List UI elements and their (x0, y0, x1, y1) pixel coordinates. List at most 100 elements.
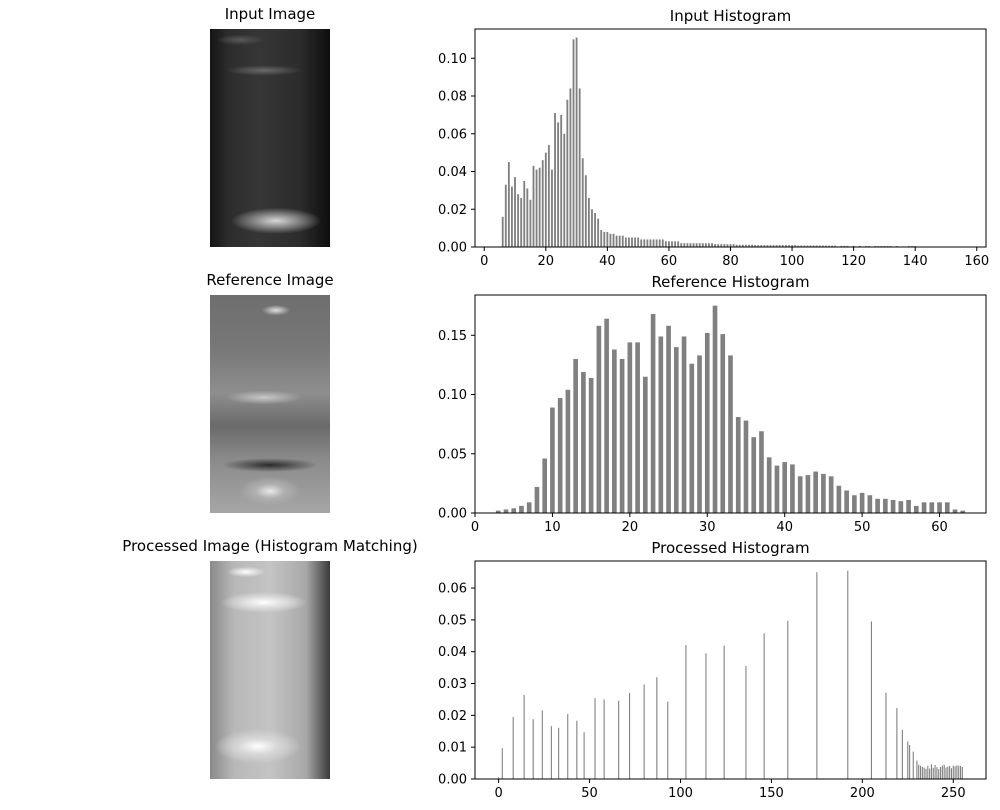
bar (803, 245, 806, 247)
bar (523, 180, 526, 247)
reference-image (210, 295, 330, 513)
bar (629, 693, 631, 779)
bar (723, 244, 726, 247)
bar (937, 502, 942, 513)
bar (743, 420, 749, 513)
input-histogram-title: Input Histogram (670, 7, 791, 25)
bar (949, 765, 951, 779)
bar (744, 244, 747, 247)
bar (606, 231, 609, 247)
bar (596, 325, 602, 513)
bar (816, 572, 818, 779)
bar (952, 509, 958, 513)
bar (668, 241, 670, 247)
bar (958, 765, 960, 779)
bar (735, 244, 738, 247)
x-tick-label: 150 (759, 786, 784, 801)
bar (572, 39, 575, 247)
bar (714, 244, 717, 247)
bar (649, 239, 652, 247)
bar (766, 245, 769, 247)
bar (748, 244, 750, 247)
x-tick-label: 50 (581, 786, 598, 801)
y-tick-label: 0.05 (438, 613, 467, 628)
input-image-title: Input Image (224, 5, 316, 23)
y-tick-label: 0.04 (438, 645, 467, 660)
x-tick-label: 40 (776, 520, 793, 535)
bar (704, 243, 707, 247)
bar (939, 766, 942, 779)
bar (511, 508, 517, 513)
bar (535, 169, 538, 247)
bar (529, 199, 532, 247)
reference-image-title: Reference Image (206, 271, 334, 289)
bar (504, 184, 507, 247)
bar (680, 243, 683, 247)
bar (821, 245, 824, 247)
bar (671, 241, 673, 247)
y-tick-label: 0.08 (438, 90, 467, 105)
bar (934, 764, 936, 779)
bar (650, 313, 656, 513)
bar (720, 334, 726, 513)
bar (938, 769, 940, 779)
x-tick-label: 30 (699, 520, 716, 535)
bar (959, 765, 962, 779)
y-tick-label: 0.01 (438, 741, 467, 756)
bar (547, 145, 550, 247)
bar (557, 122, 560, 247)
y-tick-label: 0.04 (438, 165, 467, 180)
bar (859, 492, 865, 513)
bar (907, 741, 909, 779)
bar (782, 462, 788, 513)
bar (885, 692, 887, 779)
bar (526, 502, 532, 513)
x-tick-label: 250 (941, 786, 966, 801)
bar (511, 186, 513, 247)
y-tick-label: 0.00 (438, 507, 467, 522)
bar (806, 245, 809, 247)
bar (784, 245, 787, 247)
bar (550, 407, 555, 513)
bar (689, 243, 692, 247)
bar (813, 471, 818, 513)
bar (775, 245, 778, 247)
x-tick-label: 60 (931, 520, 948, 535)
y-tick-label: 0.00 (438, 773, 467, 788)
bar (523, 694, 525, 779)
bar (906, 499, 911, 513)
bar (751, 244, 753, 247)
bar (929, 502, 935, 513)
bar (501, 216, 504, 247)
bar (674, 241, 677, 247)
bar (846, 245, 849, 247)
bar (728, 355, 733, 513)
bar (797, 245, 800, 247)
bar (927, 765, 929, 779)
y-tick-label: 0.00 (438, 241, 467, 256)
bar (947, 766, 949, 779)
reference-histogram: Reference Histogram 0 10 20 30 40 50 60 0.00 0.05… (438, 273, 987, 535)
bar (952, 765, 954, 779)
bar (844, 490, 849, 513)
bar (788, 245, 790, 247)
bar (766, 457, 772, 513)
bar (763, 245, 766, 247)
bar (867, 495, 873, 513)
bar (858, 245, 861, 247)
y-tick-label: 0.05 (438, 447, 467, 462)
processed-histogram-title: Processed Histogram (651, 539, 809, 557)
y-tick-label: 0.10 (438, 52, 467, 67)
bar (791, 245, 793, 247)
bar (569, 88, 572, 247)
reference-histogram-frame (474, 294, 987, 514)
bar (945, 767, 947, 779)
bar (652, 239, 655, 247)
processed-image (210, 561, 330, 779)
x-tick-label: 100 (780, 254, 805, 269)
bar (732, 244, 735, 247)
x-tick-label: 120 (841, 254, 866, 269)
bar (825, 245, 827, 247)
bar (916, 760, 918, 779)
